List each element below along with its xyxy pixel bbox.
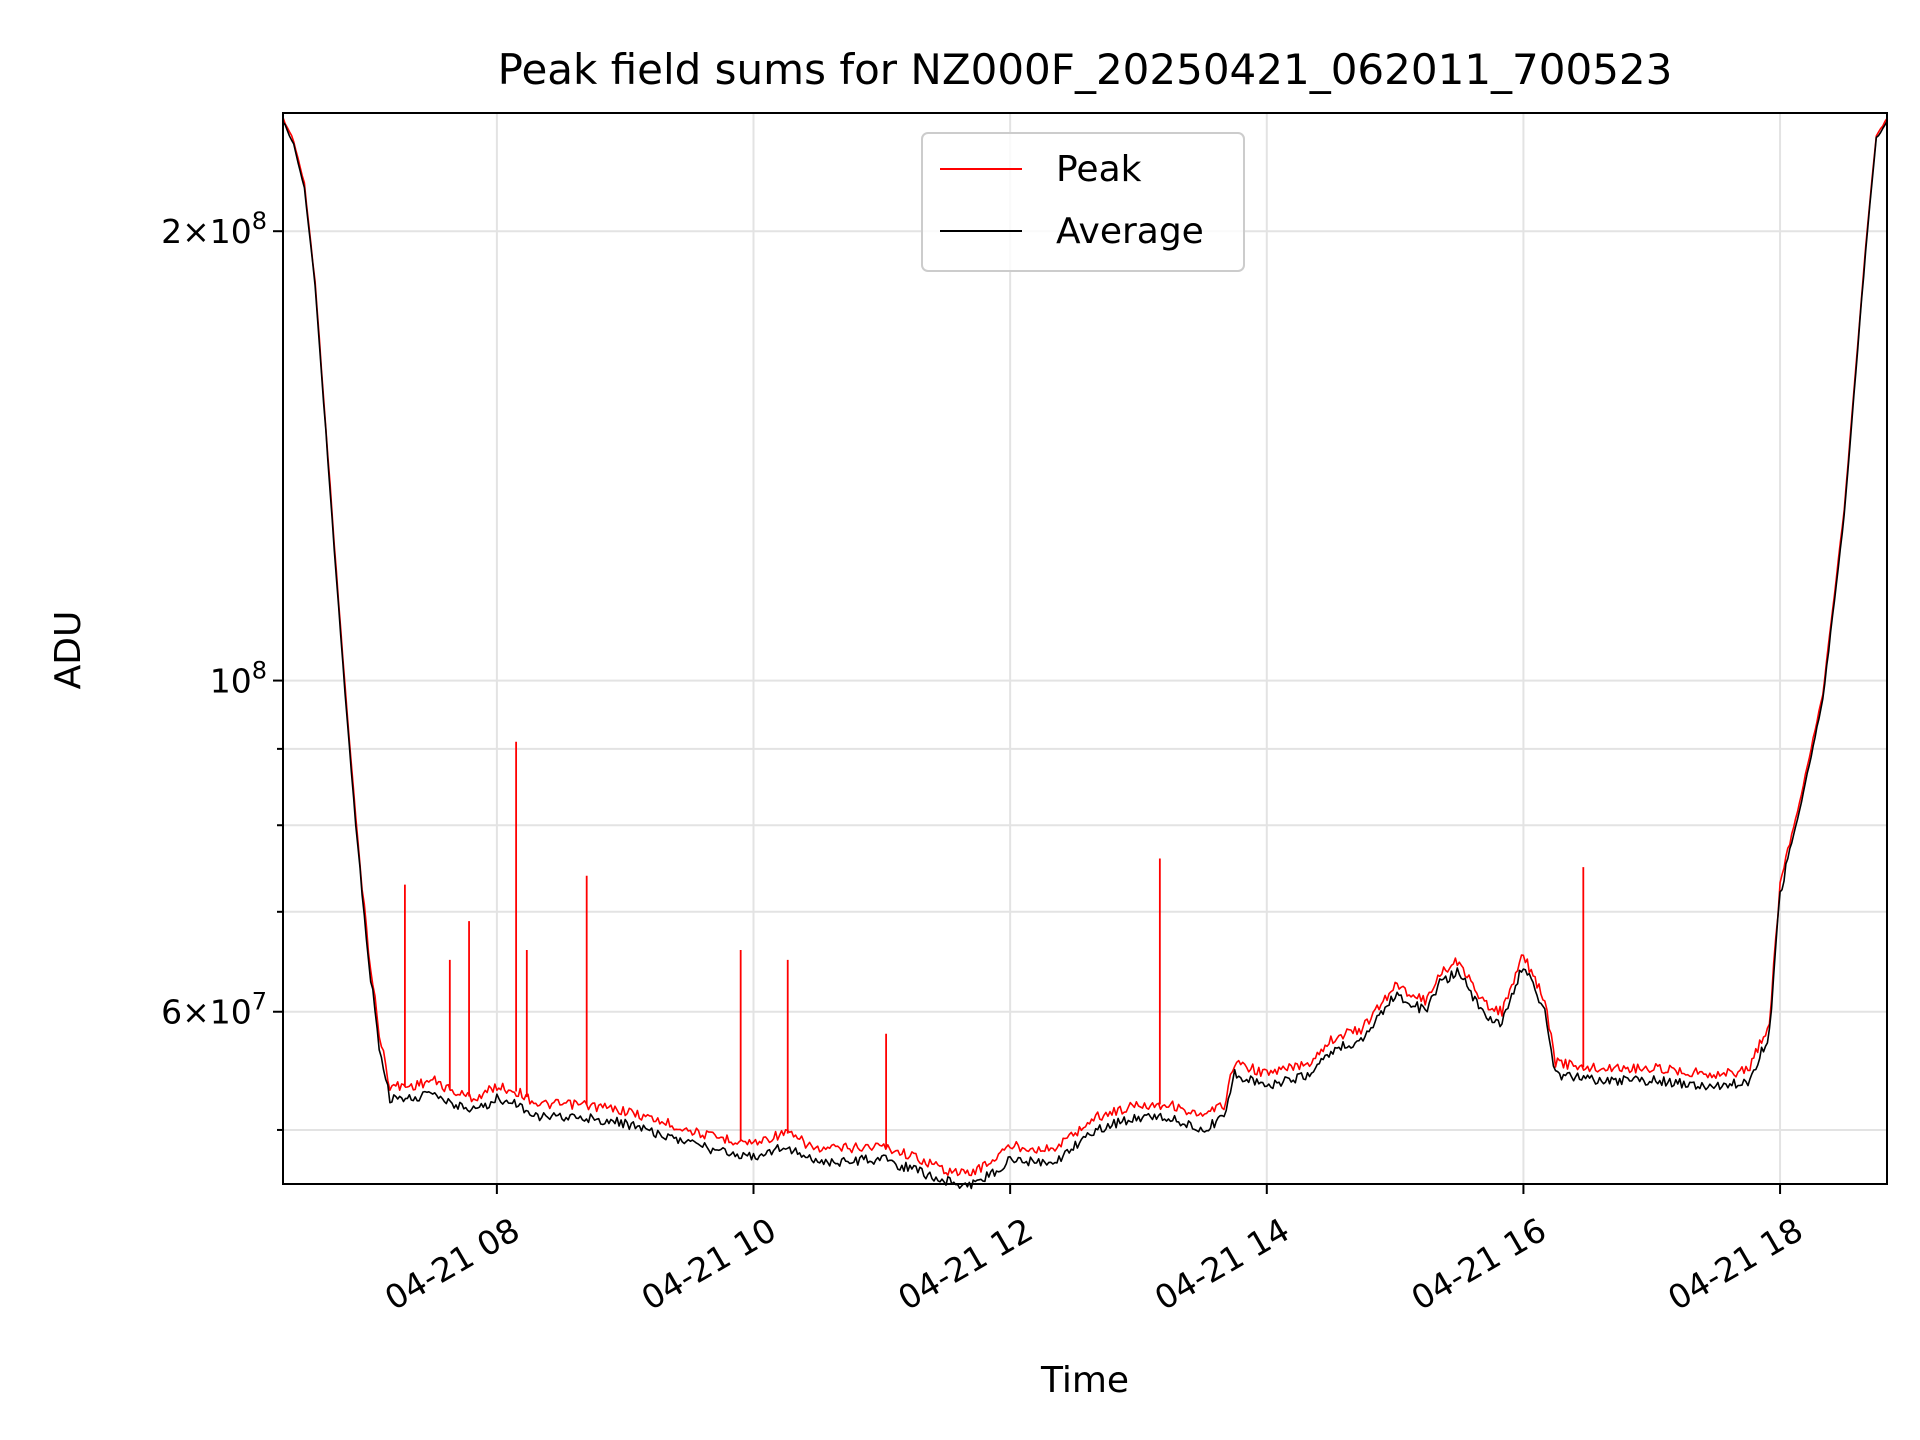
legend: Peak Average (922, 133, 1244, 271)
x-axis-label: Time (1040, 1360, 1129, 1401)
legend-label-average: Average (1056, 211, 1204, 252)
y-axis-label: ADU (48, 611, 89, 690)
y-tick-label: 2×108 (161, 207, 267, 251)
chart-title: Peak field sums for NZ000F_20250421_0620… (498, 45, 1673, 94)
y-tick-label: 6×107 (161, 988, 267, 1032)
legend-label-peak: Peak (1056, 149, 1142, 190)
